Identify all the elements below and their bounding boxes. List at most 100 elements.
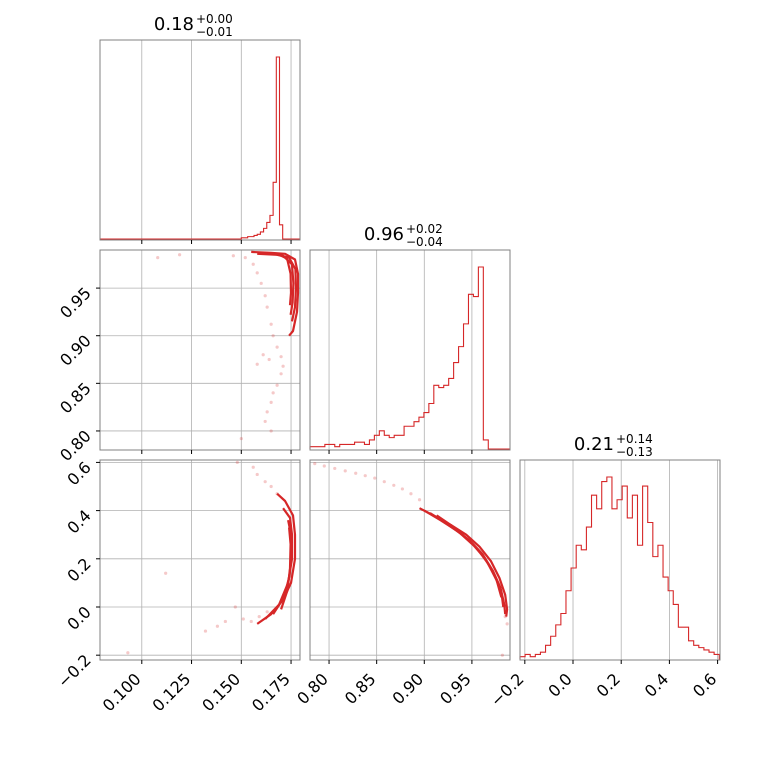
scatter-point [259, 281, 263, 285]
y-tick-label: 0.90 [56, 331, 95, 370]
scatter-point [417, 498, 422, 502]
scatter-point [275, 383, 279, 387]
scatter-point [265, 410, 269, 414]
contour-line [423, 509, 507, 615]
x-tick-label: 0.150 [198, 669, 244, 715]
x-tick-label: 0.175 [248, 669, 294, 715]
panel-scatter-p1-p3: 0.100 0.125 0.150 0.175−0.20.00.20.40.6 [54, 458, 301, 715]
scatter-point [354, 471, 358, 475]
scatter-point [249, 619, 253, 624]
scatter-point [223, 619, 227, 624]
scatter-point [275, 345, 279, 349]
x-tick-label: 0.85 [341, 669, 380, 708]
scatter-point [126, 651, 130, 655]
scatter-point [400, 487, 404, 491]
y-tick-label: 0.4 [63, 506, 94, 537]
scatter-point [269, 400, 273, 404]
y-tick-label: 0.0 [63, 602, 94, 633]
y-tick-label: 0.80 [56, 426, 95, 465]
scatter-point [243, 256, 247, 260]
scatter-point [500, 653, 504, 657]
x-tick-label: 0.2 [593, 669, 624, 700]
panel-hist-p3: −0.2 0.0 0.2 0.4 0.6 0.21 +0.14−0.13 [487, 432, 721, 710]
histogram-step [519, 476, 720, 660]
panel-title-minus: −0.01 [196, 25, 233, 39]
panel-title-minus: −0.13 [616, 445, 653, 459]
panel-title-value: 0.21 [574, 434, 614, 455]
scatter-point [215, 624, 220, 628]
scatter-point [255, 472, 259, 477]
scatter-point [269, 429, 273, 433]
axes-frame [99, 39, 301, 241]
scatter-point [233, 605, 237, 609]
axes-frame [99, 459, 301, 661]
scatter-point [265, 305, 269, 309]
scatter-point [322, 464, 326, 468]
scatter-point [409, 492, 413, 496]
scatter-point [343, 469, 347, 473]
x-tick-label: 0.80 [293, 669, 332, 708]
contour-line [429, 512, 505, 608]
axes-frame [99, 249, 301, 451]
contour-line [267, 251, 295, 315]
axes-frame [309, 459, 511, 661]
scatter-point [263, 480, 267, 484]
scatter-point [363, 474, 367, 478]
scatter-point [231, 254, 235, 258]
y-tick-label: −0.2 [54, 651, 95, 692]
axes-frame [309, 249, 511, 451]
y-tick-label: 0.2 [63, 554, 94, 585]
contour-line [436, 514, 503, 598]
scatter-point [235, 460, 239, 465]
contour-line [280, 527, 292, 610]
scatter-point [241, 617, 245, 621]
scatter-point [505, 622, 509, 626]
scatter-point [279, 372, 283, 376]
scatter-point [263, 419, 267, 424]
scatter-point [251, 465, 255, 469]
scatter-point [265, 610, 269, 614]
x-tick-label: 0.125 [149, 669, 195, 715]
panel-scatter-p2-p3: 0.80 0.85 0.90 0.95 [293, 459, 511, 708]
y-tick-label: 0.95 [56, 283, 95, 322]
scatter-point [263, 294, 267, 298]
panel-scatter-p1-p2: 0.80 0.85 0.90 0.95 [56, 249, 301, 465]
x-tick-label: 0.4 [641, 669, 672, 700]
y-tick-label: 0.85 [56, 379, 95, 418]
contour-line [251, 250, 300, 337]
scatter-point [239, 436, 243, 441]
panel-hist-p1: 0.18 +0.00−0.01 [99, 12, 301, 244]
scatter-point [333, 466, 337, 471]
x-tick-label: 0.90 [388, 669, 427, 708]
scatter-point [255, 362, 259, 366]
panel-title-value: 0.18 [154, 14, 194, 35]
contour-line [418, 507, 509, 617]
scatter-point [271, 334, 275, 338]
x-tick-label: 0.0 [544, 669, 575, 700]
histogram-step [309, 266, 510, 450]
scatter-point [261, 353, 265, 357]
scatter-point [313, 462, 317, 466]
axes-frame [519, 459, 721, 661]
scatter-point [255, 271, 259, 275]
scatter-point [269, 322, 273, 326]
contour-line [276, 252, 293, 306]
panel-title-plus: +0.00 [196, 12, 233, 26]
scatter-point [382, 480, 386, 484]
scatter-point [279, 355, 283, 359]
panel-hist-p2: 0.96 +0.02−0.04 [309, 222, 511, 454]
scatter-point [178, 253, 182, 257]
x-tick-label: 0.100 [99, 669, 145, 715]
panel-title-plus: +0.02 [406, 222, 443, 236]
scatter-point [164, 571, 168, 575]
panel-title-value: 0.96 [364, 224, 404, 245]
scatter-point [281, 364, 285, 368]
scatter-point [257, 615, 261, 619]
panel-title-minus: −0.04 [406, 235, 443, 249]
scatter-point [373, 476, 377, 480]
scatter-point [271, 391, 275, 395]
scatter-point [392, 483, 396, 487]
x-tick-label: 0.95 [436, 669, 475, 708]
scatter-point [269, 484, 273, 489]
